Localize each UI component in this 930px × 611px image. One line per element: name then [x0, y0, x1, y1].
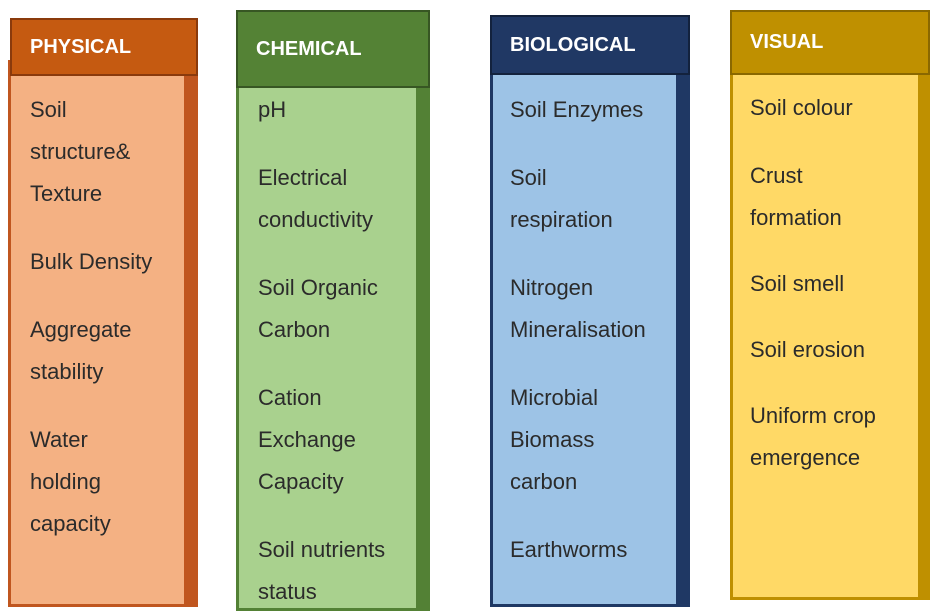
column-body	[8, 60, 198, 607]
column-header: CHEMICAL	[236, 10, 430, 88]
column-header: PHYSICAL	[10, 18, 198, 76]
column-body	[236, 60, 430, 611]
column-header: BIOLOGICAL	[490, 15, 690, 75]
column-header: VISUAL	[730, 10, 930, 75]
column-body	[730, 55, 930, 600]
